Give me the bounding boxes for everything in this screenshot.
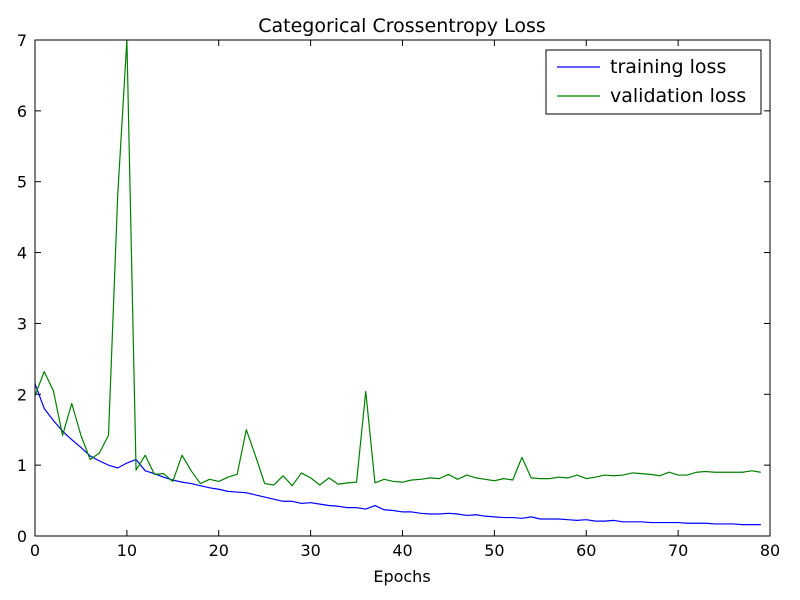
y-tick-label: 5 xyxy=(17,173,27,192)
x-axis-label: Epochs xyxy=(373,567,430,586)
series-line-validation-loss xyxy=(34,39,761,487)
y-tick-label: 7 xyxy=(17,31,27,50)
y-tick-label: 3 xyxy=(17,314,27,333)
legend-label-validation-loss: validation loss xyxy=(610,85,746,107)
legend-label-training-loss: training loss xyxy=(610,56,726,78)
y-tick-label: 2 xyxy=(17,385,27,404)
x-tick-label: 30 xyxy=(300,541,320,560)
plot-frame xyxy=(34,39,771,537)
x-tick-label: 10 xyxy=(117,541,137,560)
series-line-training-loss xyxy=(34,383,761,526)
x-tick-label: 50 xyxy=(484,541,504,560)
chart-title: Categorical Crossentropy Loss xyxy=(258,15,546,37)
y-tick-label: 6 xyxy=(17,102,27,121)
series-lines xyxy=(34,39,761,526)
x-tick-label: 40 xyxy=(392,541,412,560)
x-tick-label: 0 xyxy=(30,541,40,560)
x-tick-label: 60 xyxy=(576,541,596,560)
y-tick-label: 1 xyxy=(17,456,27,475)
legend: training loss validation loss xyxy=(545,49,762,115)
y-tick-label: 4 xyxy=(17,244,27,263)
y-tick-label: 0 xyxy=(17,527,27,546)
legend-box xyxy=(545,49,762,115)
x-tick-label: 20 xyxy=(209,541,229,560)
x-tick-label: 80 xyxy=(760,541,780,560)
axis-ticks: 0 10 20 30 40 50 60 70 80 0 1 2 3 4 5 6 7 xyxy=(17,31,780,560)
x-tick-label: 70 xyxy=(668,541,688,560)
